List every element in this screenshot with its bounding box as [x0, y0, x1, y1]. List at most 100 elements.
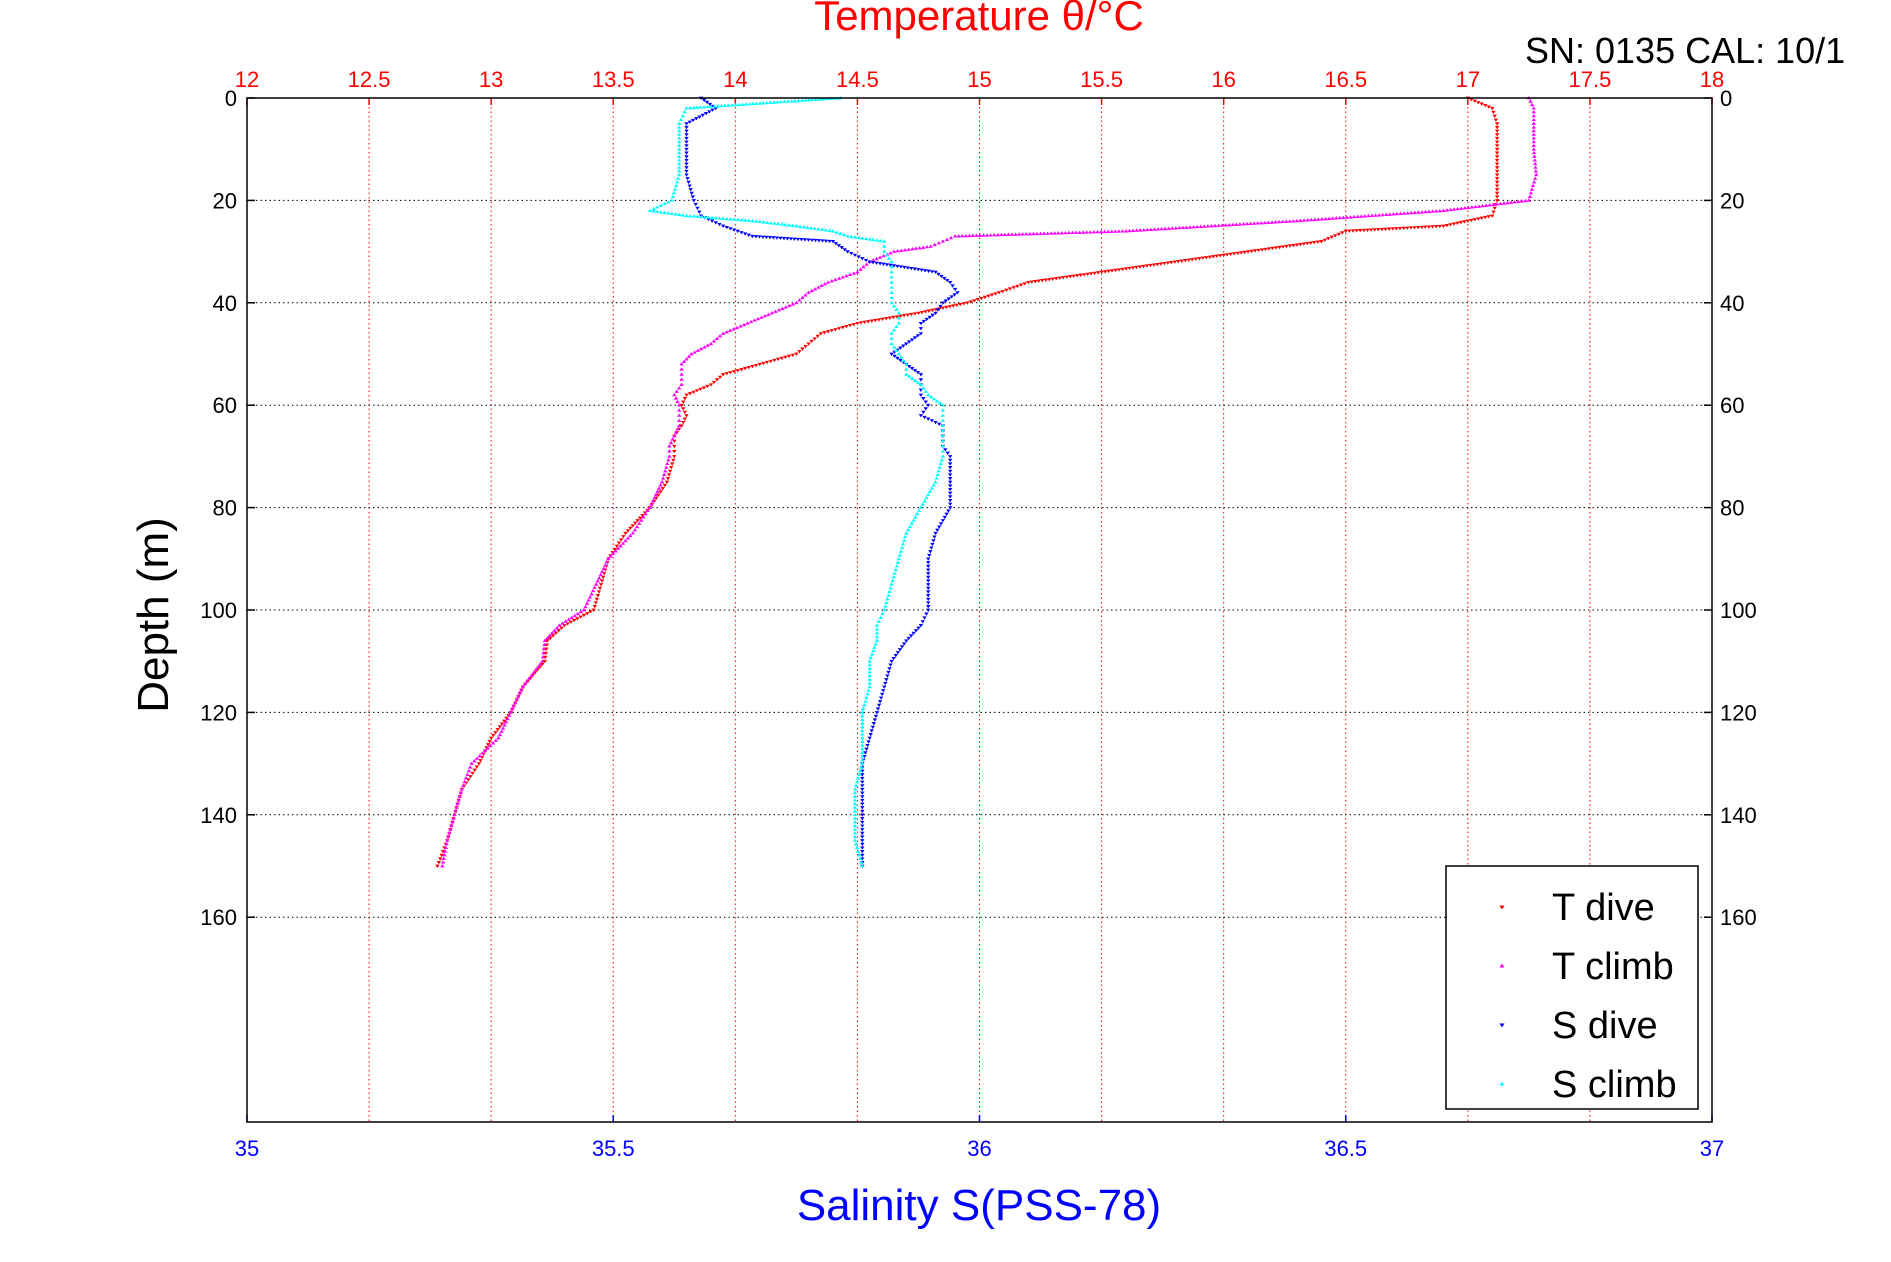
data-point-s-dive: [694, 117, 699, 121]
data-point-s-dive: [865, 743, 870, 748]
data-point-t-climb: [566, 617, 571, 621]
data-point-t-dive: [1026, 281, 1031, 285]
data-point-s-dive: [898, 346, 903, 350]
data-point-t-dive: [1315, 240, 1321, 244]
data-point-s-climb: [746, 218, 751, 222]
data-point-t-climb: [442, 853, 447, 857]
data-point-t-dive: [672, 444, 677, 449]
data-point-s-dive: [684, 140, 689, 144]
data-point-t-climb: [589, 592, 594, 596]
data-point-t-dive: [901, 314, 907, 318]
data-point-t-climb: [851, 271, 856, 275]
data-point-s-climb: [813, 97, 819, 101]
data-point-t-climb: [928, 244, 933, 248]
data-point-t-climb: [1337, 215, 1342, 220]
data-point-s-dive: [771, 236, 776, 240]
data-point-s-dive: [877, 262, 883, 266]
data-point-t-climb: [1531, 136, 1536, 140]
data-point-t-dive: [1376, 228, 1381, 232]
data-point-s-dive: [873, 714, 879, 719]
data-point-s-dive: [684, 162, 689, 166]
data-point-s-dive: [893, 654, 898, 658]
data-point-s-dive: [918, 624, 924, 628]
data-point-s-dive: [781, 236, 787, 241]
data-point-t-dive: [575, 617, 580, 621]
data-point-s-climb: [867, 677, 872, 681]
data-point-t-climb: [1177, 225, 1182, 230]
data-point-s-climb: [860, 714, 865, 718]
data-point-t-climb: [988, 233, 993, 237]
data-point-t-climb: [881, 254, 886, 258]
data-point-t-climb: [995, 232, 1001, 237]
data-point-t-dive: [1040, 279, 1045, 283]
data-point-s-climb: [856, 235, 861, 240]
data-point-s-dive: [948, 480, 953, 484]
data-point-s-dive: [948, 469, 953, 474]
data-point-t-dive: [944, 305, 949, 310]
data-point-s-climb: [676, 121, 682, 125]
data-point-t-climb: [888, 251, 893, 255]
data-point-s-dive: [860, 842, 865, 847]
data-point-s-dive: [952, 287, 958, 292]
data-point-s-climb: [889, 270, 894, 274]
data-point-s-dive: [845, 250, 850, 254]
data-point-t-climb: [542, 638, 548, 643]
data-point-s-dive: [785, 237, 790, 241]
data-point-t-dive: [550, 634, 556, 638]
depth-tick-label-left: 160: [200, 905, 237, 930]
data-point-t-dive: [1148, 263, 1153, 268]
data-point-s-dive: [833, 242, 839, 246]
data-point-t-dive: [687, 392, 693, 396]
data-point-s-dive: [879, 692, 885, 697]
data-point-t-climb: [1266, 220, 1271, 224]
data-point-t-dive: [435, 864, 440, 868]
data-point-s-climb: [885, 597, 890, 601]
depth-tick-label-right: 0: [1720, 86, 1732, 111]
data-point-t-climb: [620, 541, 626, 545]
data-point-s-dive: [906, 364, 912, 369]
data-point-s-dive: [687, 120, 692, 124]
data-point-s-dive: [870, 261, 876, 265]
data-point-t-dive: [1224, 253, 1230, 257]
data-point-s-dive: [684, 122, 689, 126]
data-point-s-dive: [809, 238, 815, 243]
data-point-s-dive: [926, 269, 931, 273]
data-point-t-climb: [1309, 217, 1314, 222]
data-point-t-dive: [1273, 246, 1279, 250]
data-point-s-climb: [889, 264, 894, 269]
data-point-s-climb: [904, 367, 909, 371]
data-point-t-climb: [649, 502, 654, 506]
data-point-s-climb: [892, 571, 897, 575]
data-point-t-dive: [553, 631, 559, 636]
data-point-s-dive: [926, 608, 931, 612]
data-point-t-dive: [794, 352, 799, 356]
data-point-t-dive: [840, 326, 845, 330]
data-point-s-climb: [867, 684, 872, 689]
data-point-t-climb: [672, 392, 677, 397]
data-point-s-climb: [665, 211, 671, 215]
data-point-t-climb: [910, 247, 915, 251]
data-point-t-dive: [1494, 147, 1500, 152]
data-point-t-climb: [1531, 147, 1536, 151]
data-point-t-dive: [1036, 279, 1041, 283]
data-point-t-dive: [1430, 225, 1435, 229]
data-point-s-climb: [651, 206, 656, 211]
data-point-t-climb: [1148, 227, 1154, 231]
data-point-t-climb: [1412, 210, 1418, 214]
data-point-s-dive: [926, 572, 931, 576]
data-point-t-dive: [547, 636, 553, 641]
data-point-t-climb: [734, 325, 740, 329]
data-point-t-climb: [1031, 231, 1036, 236]
data-point-t-climb: [641, 515, 646, 519]
data-point-s-climb: [860, 754, 865, 758]
data-point-s-dive: [938, 522, 944, 526]
data-point-t-dive: [1494, 195, 1500, 199]
data-point-s-dive: [918, 414, 924, 418]
data-point-t-dive: [585, 612, 590, 616]
data-point-t-climb: [1519, 199, 1524, 203]
data-point-t-dive: [1228, 252, 1233, 257]
data-point-s-climb: [858, 856, 863, 861]
data-point-t-climb: [563, 619, 568, 623]
data-point-s-dive: [924, 317, 929, 322]
data-point-t-dive: [783, 355, 788, 360]
